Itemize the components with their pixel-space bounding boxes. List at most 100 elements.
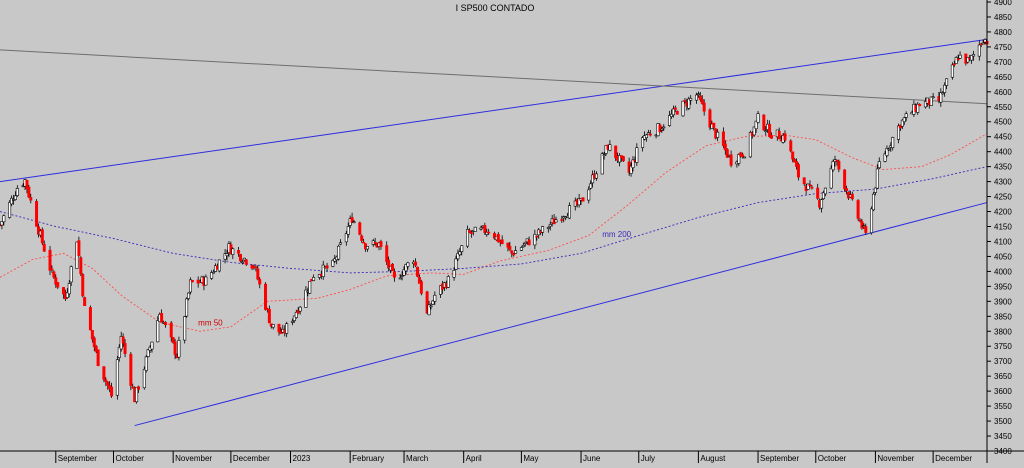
candle-body	[548, 224, 552, 227]
candle-body	[414, 261, 418, 266]
candle-body	[689, 98, 693, 101]
candle-body	[802, 177, 806, 185]
candle-body	[492, 233, 496, 239]
candle-body	[104, 379, 108, 382]
candle-body	[668, 115, 672, 126]
candle-body	[42, 243, 46, 252]
candle-body	[121, 336, 125, 344]
y-tick-label: 4400	[994, 148, 1012, 157]
candle-body	[117, 346, 121, 358]
candle-body	[752, 126, 756, 136]
y-tick-label: 3900	[994, 297, 1012, 306]
candle-body	[885, 148, 889, 156]
trendlines	[0, 38, 988, 427]
candle-body	[0, 221, 4, 226]
candle-body	[352, 221, 356, 224]
candle-body	[8, 202, 12, 218]
x-tick-label: December	[233, 454, 270, 463]
candle-body	[629, 165, 633, 174]
candle-body	[90, 329, 94, 340]
candle-body	[344, 233, 348, 243]
annotations: mm 50 mm 200	[198, 230, 631, 327]
x-tick-label: May	[523, 454, 538, 463]
candle-body	[123, 343, 127, 354]
y-tick-label: 4750	[994, 43, 1012, 52]
candle-body	[496, 233, 500, 243]
candle-body	[648, 133, 652, 136]
candle-body	[658, 124, 662, 133]
candle-body	[916, 103, 920, 113]
candle-body	[212, 271, 216, 274]
candle-body	[527, 239, 531, 246]
candle-body	[729, 154, 733, 166]
candle-body	[829, 167, 833, 189]
candle-body	[567, 205, 571, 219]
candle-body	[25, 179, 29, 190]
candle-body	[277, 323, 281, 333]
candle-body	[225, 253, 229, 257]
x-tick-label: November	[175, 454, 212, 463]
candle-body	[2, 215, 6, 223]
candle-body	[390, 263, 394, 272]
candle-body	[541, 226, 545, 233]
y-tick-label: 4050	[994, 252, 1012, 261]
y-tick-label: 4850	[994, 13, 1012, 22]
candle-body	[65, 292, 69, 298]
y-tick-label: 4250	[994, 193, 1012, 202]
candle-body	[512, 253, 516, 256]
candle-body	[858, 219, 862, 222]
candle-body	[187, 292, 191, 299]
candle-body	[92, 337, 96, 348]
y-tick-label: 4000	[994, 267, 1012, 276]
candle-body	[500, 239, 504, 245]
candle-body	[856, 200, 860, 219]
candle-body	[36, 226, 40, 235]
y-tick-label: 4600	[994, 88, 1012, 97]
candle-body	[52, 271, 56, 278]
candle-body	[508, 245, 512, 250]
candle-body	[10, 197, 14, 205]
candle-body	[820, 199, 824, 209]
candle-body	[294, 311, 298, 318]
candle-body	[379, 241, 383, 247]
candle-body	[454, 258, 458, 270]
candle-body	[188, 279, 192, 293]
candle-body	[510, 250, 514, 254]
candle-body	[483, 225, 487, 233]
candle-body	[27, 186, 31, 198]
candle-body	[843, 169, 847, 189]
candle-body	[296, 309, 300, 314]
candle-body	[304, 289, 308, 308]
candle-body	[431, 300, 435, 305]
candle-body	[983, 39, 987, 43]
candle-body	[966, 57, 970, 63]
y-tick-label: 3850	[994, 312, 1012, 321]
candle-body	[40, 229, 44, 244]
candle-body	[860, 221, 864, 229]
candle-body	[385, 245, 389, 262]
candle-body	[429, 305, 433, 308]
x-tick-label: November	[877, 454, 914, 463]
candle-body	[506, 242, 510, 248]
candle-body	[587, 189, 591, 201]
y-tick-label: 3800	[994, 327, 1012, 336]
candle-body	[48, 249, 52, 271]
candle-body	[427, 304, 431, 316]
candle-body	[900, 119, 904, 127]
candle-body	[608, 144, 612, 151]
candle-body	[641, 137, 645, 148]
candle-body	[602, 154, 606, 157]
candle-body	[204, 276, 208, 286]
y-tick-label: 4650	[994, 73, 1012, 82]
candle-body	[173, 341, 177, 355]
y-tick-label: 4300	[994, 178, 1012, 187]
y-axis: 3400345035003550360036503700375038003850…	[986, 0, 1012, 463]
candle-body	[687, 98, 691, 109]
candle-body	[439, 285, 443, 295]
candle-body	[764, 130, 768, 132]
candle-body	[339, 242, 343, 245]
candle-body	[102, 366, 106, 380]
candle-body	[190, 280, 194, 283]
annotation-label: mm 200	[602, 230, 631, 239]
